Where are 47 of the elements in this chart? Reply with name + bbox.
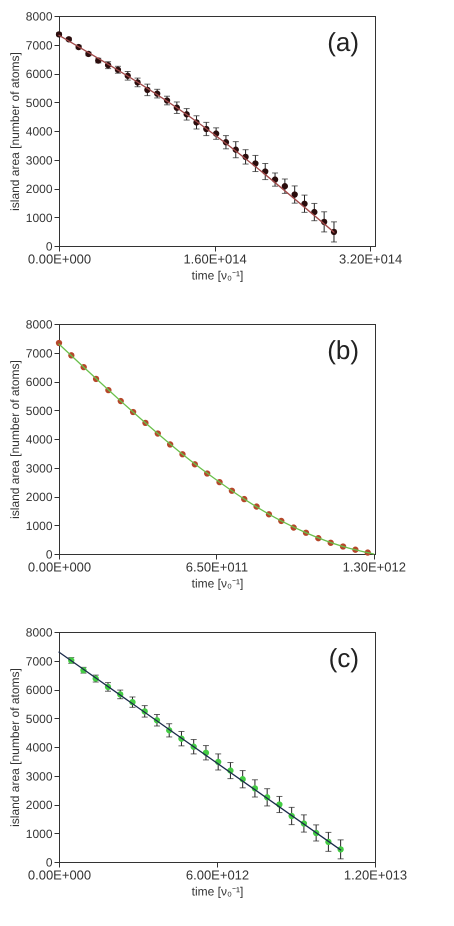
x-tick-label: 1.20E+013 [344,868,408,882]
x-tick-label: 1.30E+012 [342,560,406,574]
x-axis-title: time [ν₀⁻¹] [192,268,244,282]
y-axis-title: island area [number of atoms] [8,52,22,211]
x-axis-title: time [ν₀⁻¹] [192,576,244,590]
y-tick-label: 5000 [26,404,53,418]
y-tick-label: 1000 [26,826,53,841]
y-tick-label: 5000 [26,712,53,726]
y-tick-label: 2000 [26,798,53,812]
y-tick-label: 4000 [26,124,53,138]
y-tick-label: 1000 [26,518,53,533]
y-tick-label: 8000 [26,318,53,332]
y-axis-title: island area [number of atoms] [8,668,22,827]
y-tick-label: 3000 [26,153,53,168]
x-tick-label: 1.60E+014 [183,252,247,266]
annotation: (c) [328,643,359,673]
y-tick-label: 3000 [26,461,53,476]
annotation: (b) [327,335,359,365]
y-tick-label: 1000 [26,210,53,225]
y-tick-label: 8000 [26,10,53,24]
y-tick-label: 4000 [26,432,53,446]
y-tick-label: 2000 [26,182,53,196]
annotation: (a) [327,27,359,57]
x-axis-title: time [ν₀⁻¹] [192,884,244,898]
x-tick-label: 6.50E+011 [186,560,248,574]
point [282,183,288,190]
y-tick-label: 6000 [26,67,53,81]
y-tick-label: 6000 [26,375,53,389]
y-tick-label: 7000 [26,346,53,360]
y-tick-label: 2000 [26,490,53,504]
y-tick-label: 7000 [26,654,53,668]
y-tick-label: 0 [46,548,53,562]
x-tick-label: 0.00E+000 [28,252,92,266]
x-tick-label: 0.00E+000 [28,868,92,882]
y-tick-label: 0 [46,240,53,254]
y-tick-label: 3000 [26,769,53,784]
x-tick-label: 6.00E+012 [186,868,250,882]
x-tick-label: 3.20E+014 [339,252,402,266]
y-tick-label: 6000 [26,683,53,697]
y-tick-label: 5000 [26,96,53,110]
y-axis-title: island area [number of atoms] [8,360,22,519]
y-tick-label: 7000 [26,38,53,52]
y-tick-label: 4000 [26,740,53,754]
y-tick-label: 8000 [26,626,53,640]
point [292,191,298,198]
x-tick-label: 0.00E+000 [28,560,92,574]
y-tick-label: 0 [46,856,53,870]
